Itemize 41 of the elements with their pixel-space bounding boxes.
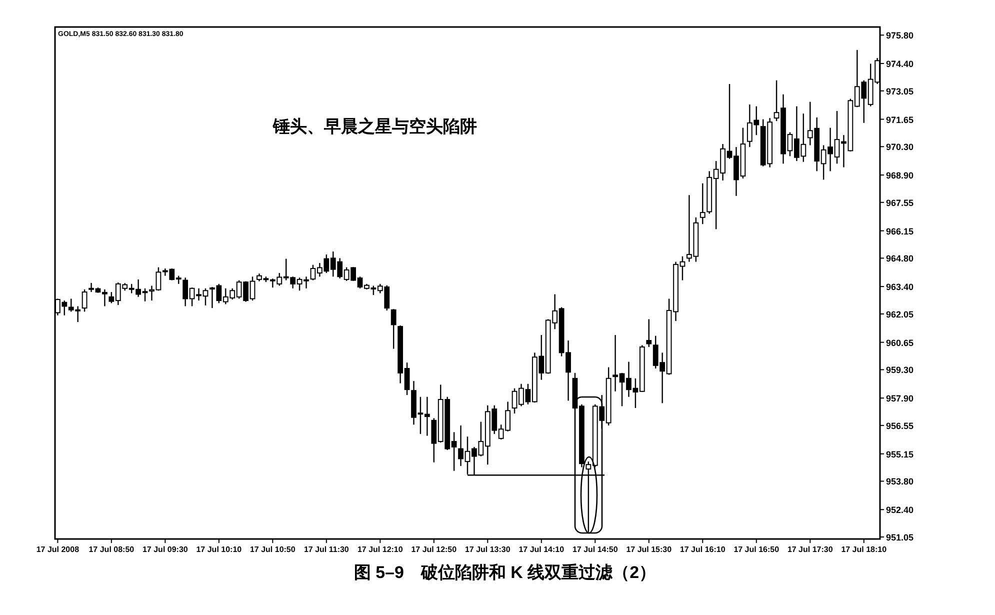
x-tick-label: 17 Jul 09:30 (142, 545, 188, 554)
x-tick-label: 17 Jul 2008 (36, 545, 80, 554)
y-tick-label: 960.65 (886, 338, 914, 348)
candlestick (390, 308, 396, 350)
x-tick-label: 17 Jul 12:10 (357, 545, 404, 554)
y-tick-label: 951.05 (886, 532, 914, 542)
y-tick-label: 953.80 (886, 476, 914, 487)
y-tick-label: 968.90 (886, 170, 914, 181)
x-tick-label: 17 Jul 11:30 (304, 545, 350, 554)
x-tick-label: 17 Jul 14:50 (572, 545, 618, 554)
x-tick-label: 17 Jul 16:10 (680, 545, 726, 554)
x-tick-label: 17 Jul 16:50 (734, 545, 780, 554)
caption: 图 5–9 破位陷阱和 K 线双重过滤（2） (354, 563, 656, 582)
y-tick-label: 973.05 (886, 86, 914, 96)
x-tick-label: 17 Jul 13:30 (464, 545, 511, 554)
y-tick-label: 966.15 (886, 226, 914, 236)
y-tick-label: 967.55 (886, 198, 914, 208)
x-tick-label: 17 Jul 15:30 (626, 545, 672, 554)
x-tick-label: 17 Jul 18:10 (841, 545, 888, 554)
y-tick-label: 971.65 (886, 114, 914, 125)
y-tick-label: 974.40 (886, 59, 914, 69)
y-tick-label: 964.80 (886, 254, 914, 264)
x-tick-label: 17 Jul 10:10 (196, 545, 242, 554)
y-tick-label: 959.30 (886, 365, 914, 376)
y-tick-label: 970.30 (886, 142, 914, 152)
annotation: 锤头、早晨之星与空头陷阱 (272, 117, 477, 136)
y-tick-label: 975.80 (886, 30, 914, 41)
y-tick-label: 962.05 (886, 309, 914, 320)
x-tick-label: 17 Jul 17:30 (787, 545, 834, 554)
x-tick-label: 17 Jul 10:50 (250, 545, 296, 554)
y-tick-label: 952.40 (886, 505, 914, 516)
x-tick-label: 17 Jul 08:50 (88, 545, 135, 554)
candlestick (646, 318, 652, 348)
y-tick-label: 955.15 (886, 449, 914, 460)
y-tick-label: 963.40 (886, 282, 914, 292)
candlestick (700, 182, 706, 225)
x-tick-label: 17 Jul 12:50 (411, 545, 458, 554)
x-tick-label: 17 Jul 14:10 (518, 545, 565, 554)
candlestick (82, 288, 88, 312)
y-tick-label: 956.55 (886, 420, 914, 431)
y-tick-label: 957.90 (886, 394, 914, 404)
